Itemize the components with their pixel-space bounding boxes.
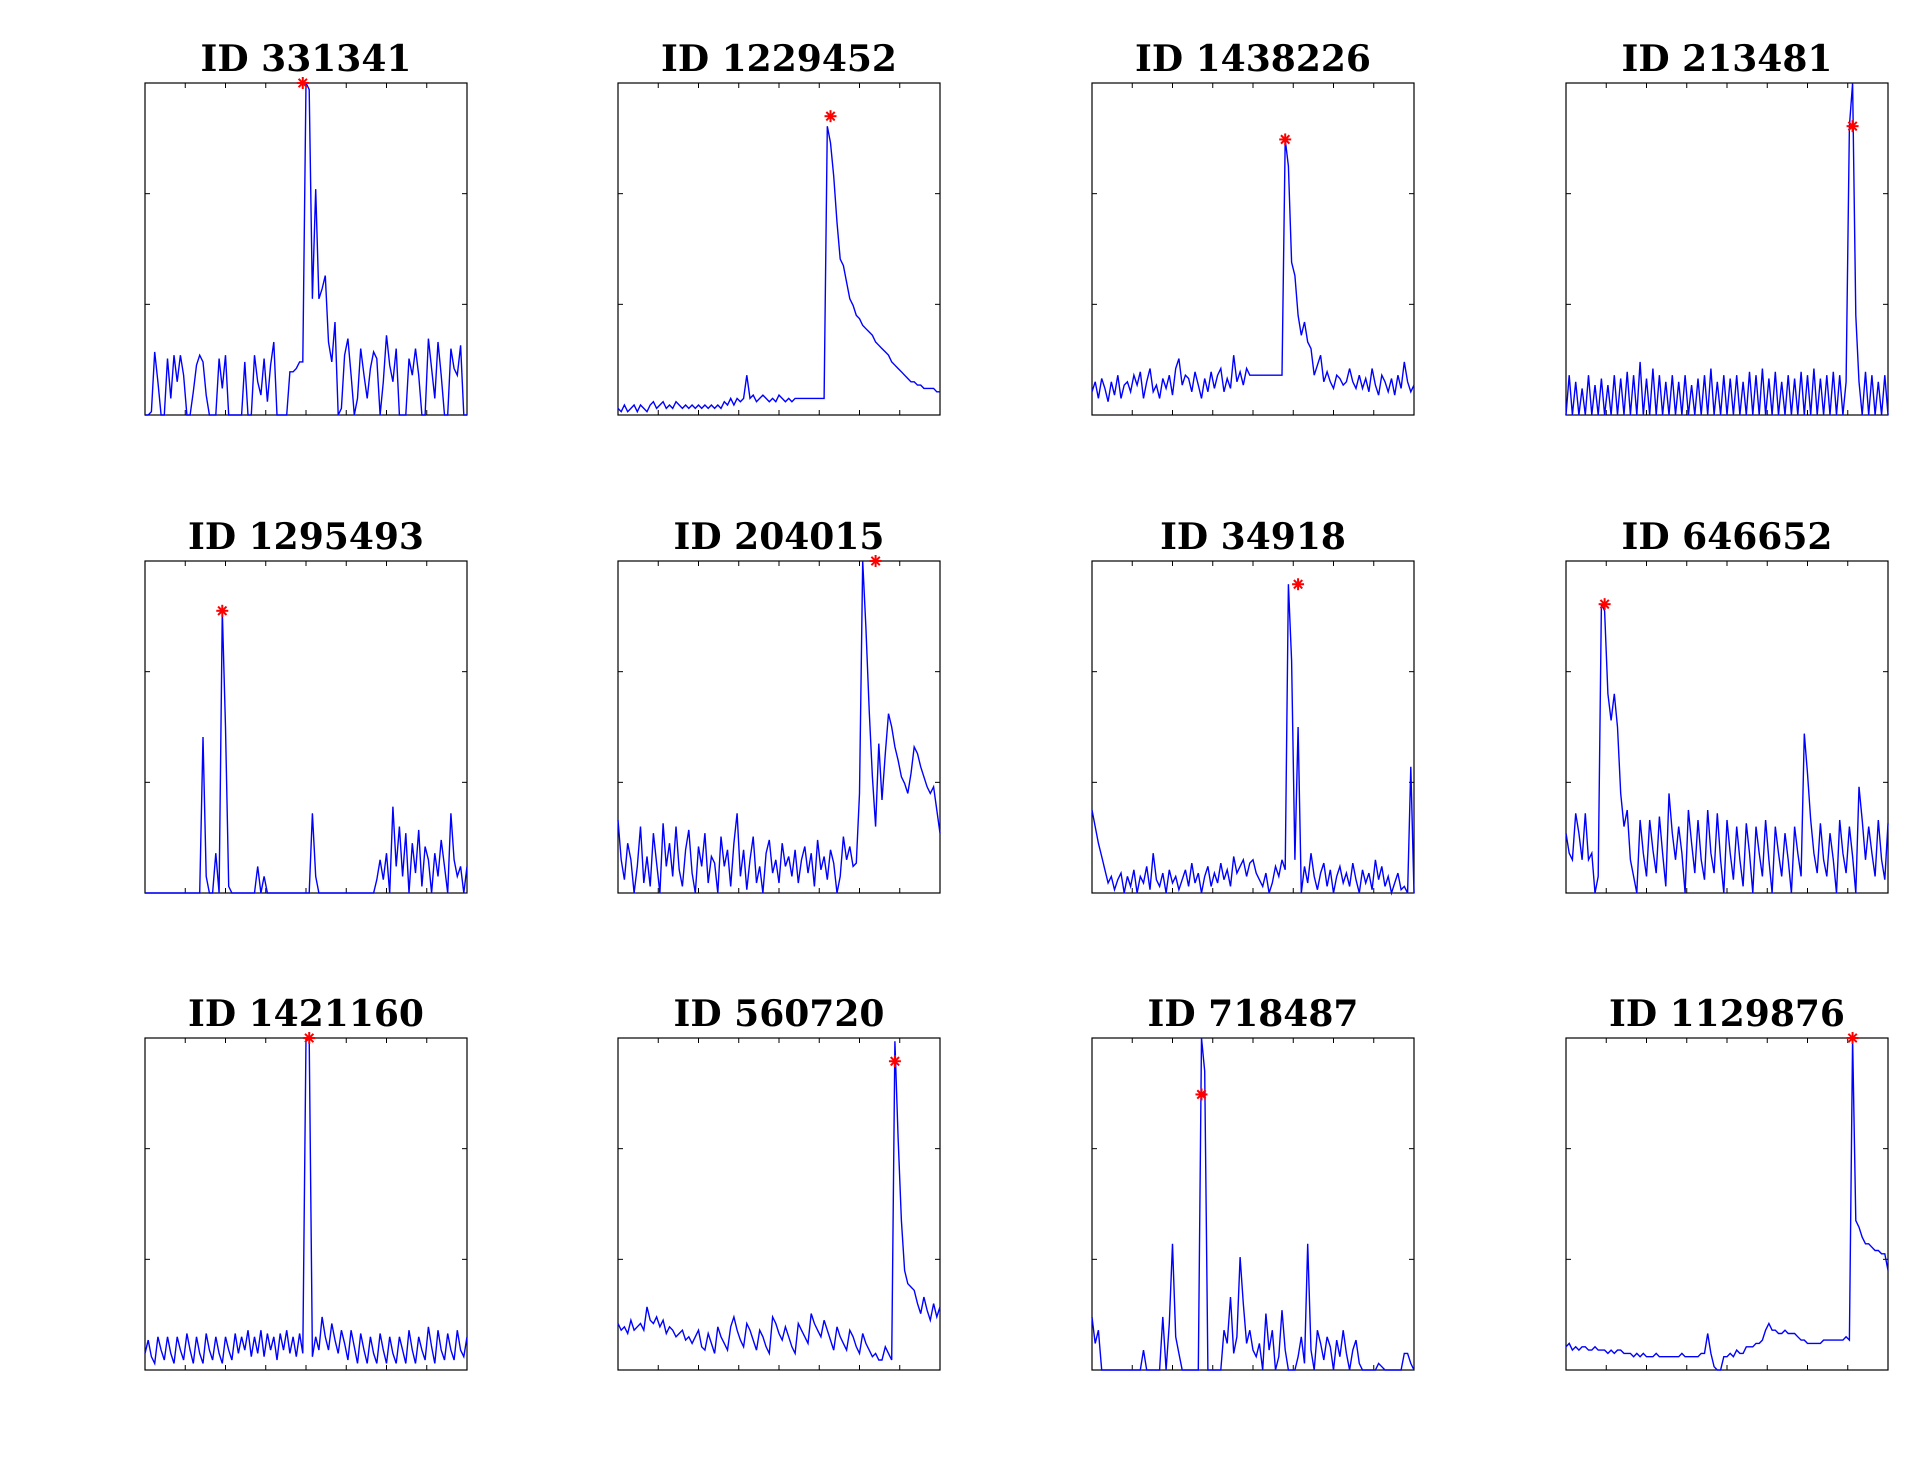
panel-12: ID 1129876	[1565, 993, 1889, 1371]
panel-title: ID 1295493	[188, 516, 424, 558]
peak-marker	[296, 77, 309, 89]
series-line	[617, 560, 941, 894]
peak-marker	[1292, 578, 1305, 591]
panel-11: ID 718487	[1091, 993, 1415, 1371]
panel-title: ID 331341	[201, 38, 412, 80]
peak-marker	[1846, 120, 1859, 133]
panel-title: ID 1229452	[661, 38, 897, 80]
panel-9: ID 1421160	[144, 993, 468, 1371]
axes-frame	[1091, 82, 1415, 416]
panel-1: ID 331341	[144, 38, 468, 416]
series-line	[1565, 82, 1889, 416]
axes-frame	[617, 560, 941, 894]
panel-title: ID 1438226	[1135, 38, 1371, 80]
axes-frame	[144, 560, 468, 894]
series-line	[1091, 1037, 1415, 1371]
panel-title: ID 213481	[1622, 38, 1833, 80]
panel-title: ID 1129876	[1609, 993, 1845, 1035]
panel-title: ID 718487	[1148, 993, 1359, 1035]
series-line	[617, 1041, 941, 1361]
peak-marker	[1846, 1032, 1859, 1044]
panel-title: ID 646652	[1622, 516, 1833, 558]
panel-3: ID 1438226	[1091, 38, 1415, 416]
series-line	[1091, 139, 1415, 402]
axes-frame	[1565, 560, 1889, 894]
axes-frame	[1091, 1037, 1415, 1371]
axes-frame	[617, 1037, 941, 1371]
panel-10: ID 560720	[617, 993, 941, 1371]
panel-6: ID 204015	[617, 516, 941, 894]
panel-8: ID 646652	[1565, 516, 1889, 894]
peak-marker	[869, 555, 882, 567]
peak-marker	[1598, 598, 1611, 611]
series-line	[1091, 584, 1415, 896]
peak-marker	[303, 1032, 316, 1044]
series-line	[1565, 1037, 1889, 1371]
panel-title: ID 1421160	[188, 993, 424, 1035]
panel-2: ID 1229452	[617, 38, 941, 416]
axes-frame	[617, 82, 941, 416]
series-line	[1565, 603, 1889, 894]
series-line	[617, 126, 940, 414]
panel-title: ID 204015	[674, 516, 885, 558]
panel-7: ID 34918	[1091, 516, 1415, 896]
axes-frame	[1565, 82, 1889, 416]
peak-marker	[824, 110, 837, 123]
series-line	[145, 610, 468, 894]
peak-marker	[1195, 1088, 1208, 1101]
panel-4: ID 213481	[1565, 38, 1889, 416]
axes-frame	[1091, 560, 1415, 894]
panel-5: ID 1295493	[144, 516, 468, 894]
peak-marker	[1279, 133, 1292, 146]
peak-marker	[888, 1055, 901, 1068]
panel-title: ID 34918	[1160, 516, 1346, 558]
axes-frame	[1565, 1037, 1889, 1371]
peak-marker	[216, 604, 229, 617]
panel-title: ID 560720	[674, 993, 885, 1035]
